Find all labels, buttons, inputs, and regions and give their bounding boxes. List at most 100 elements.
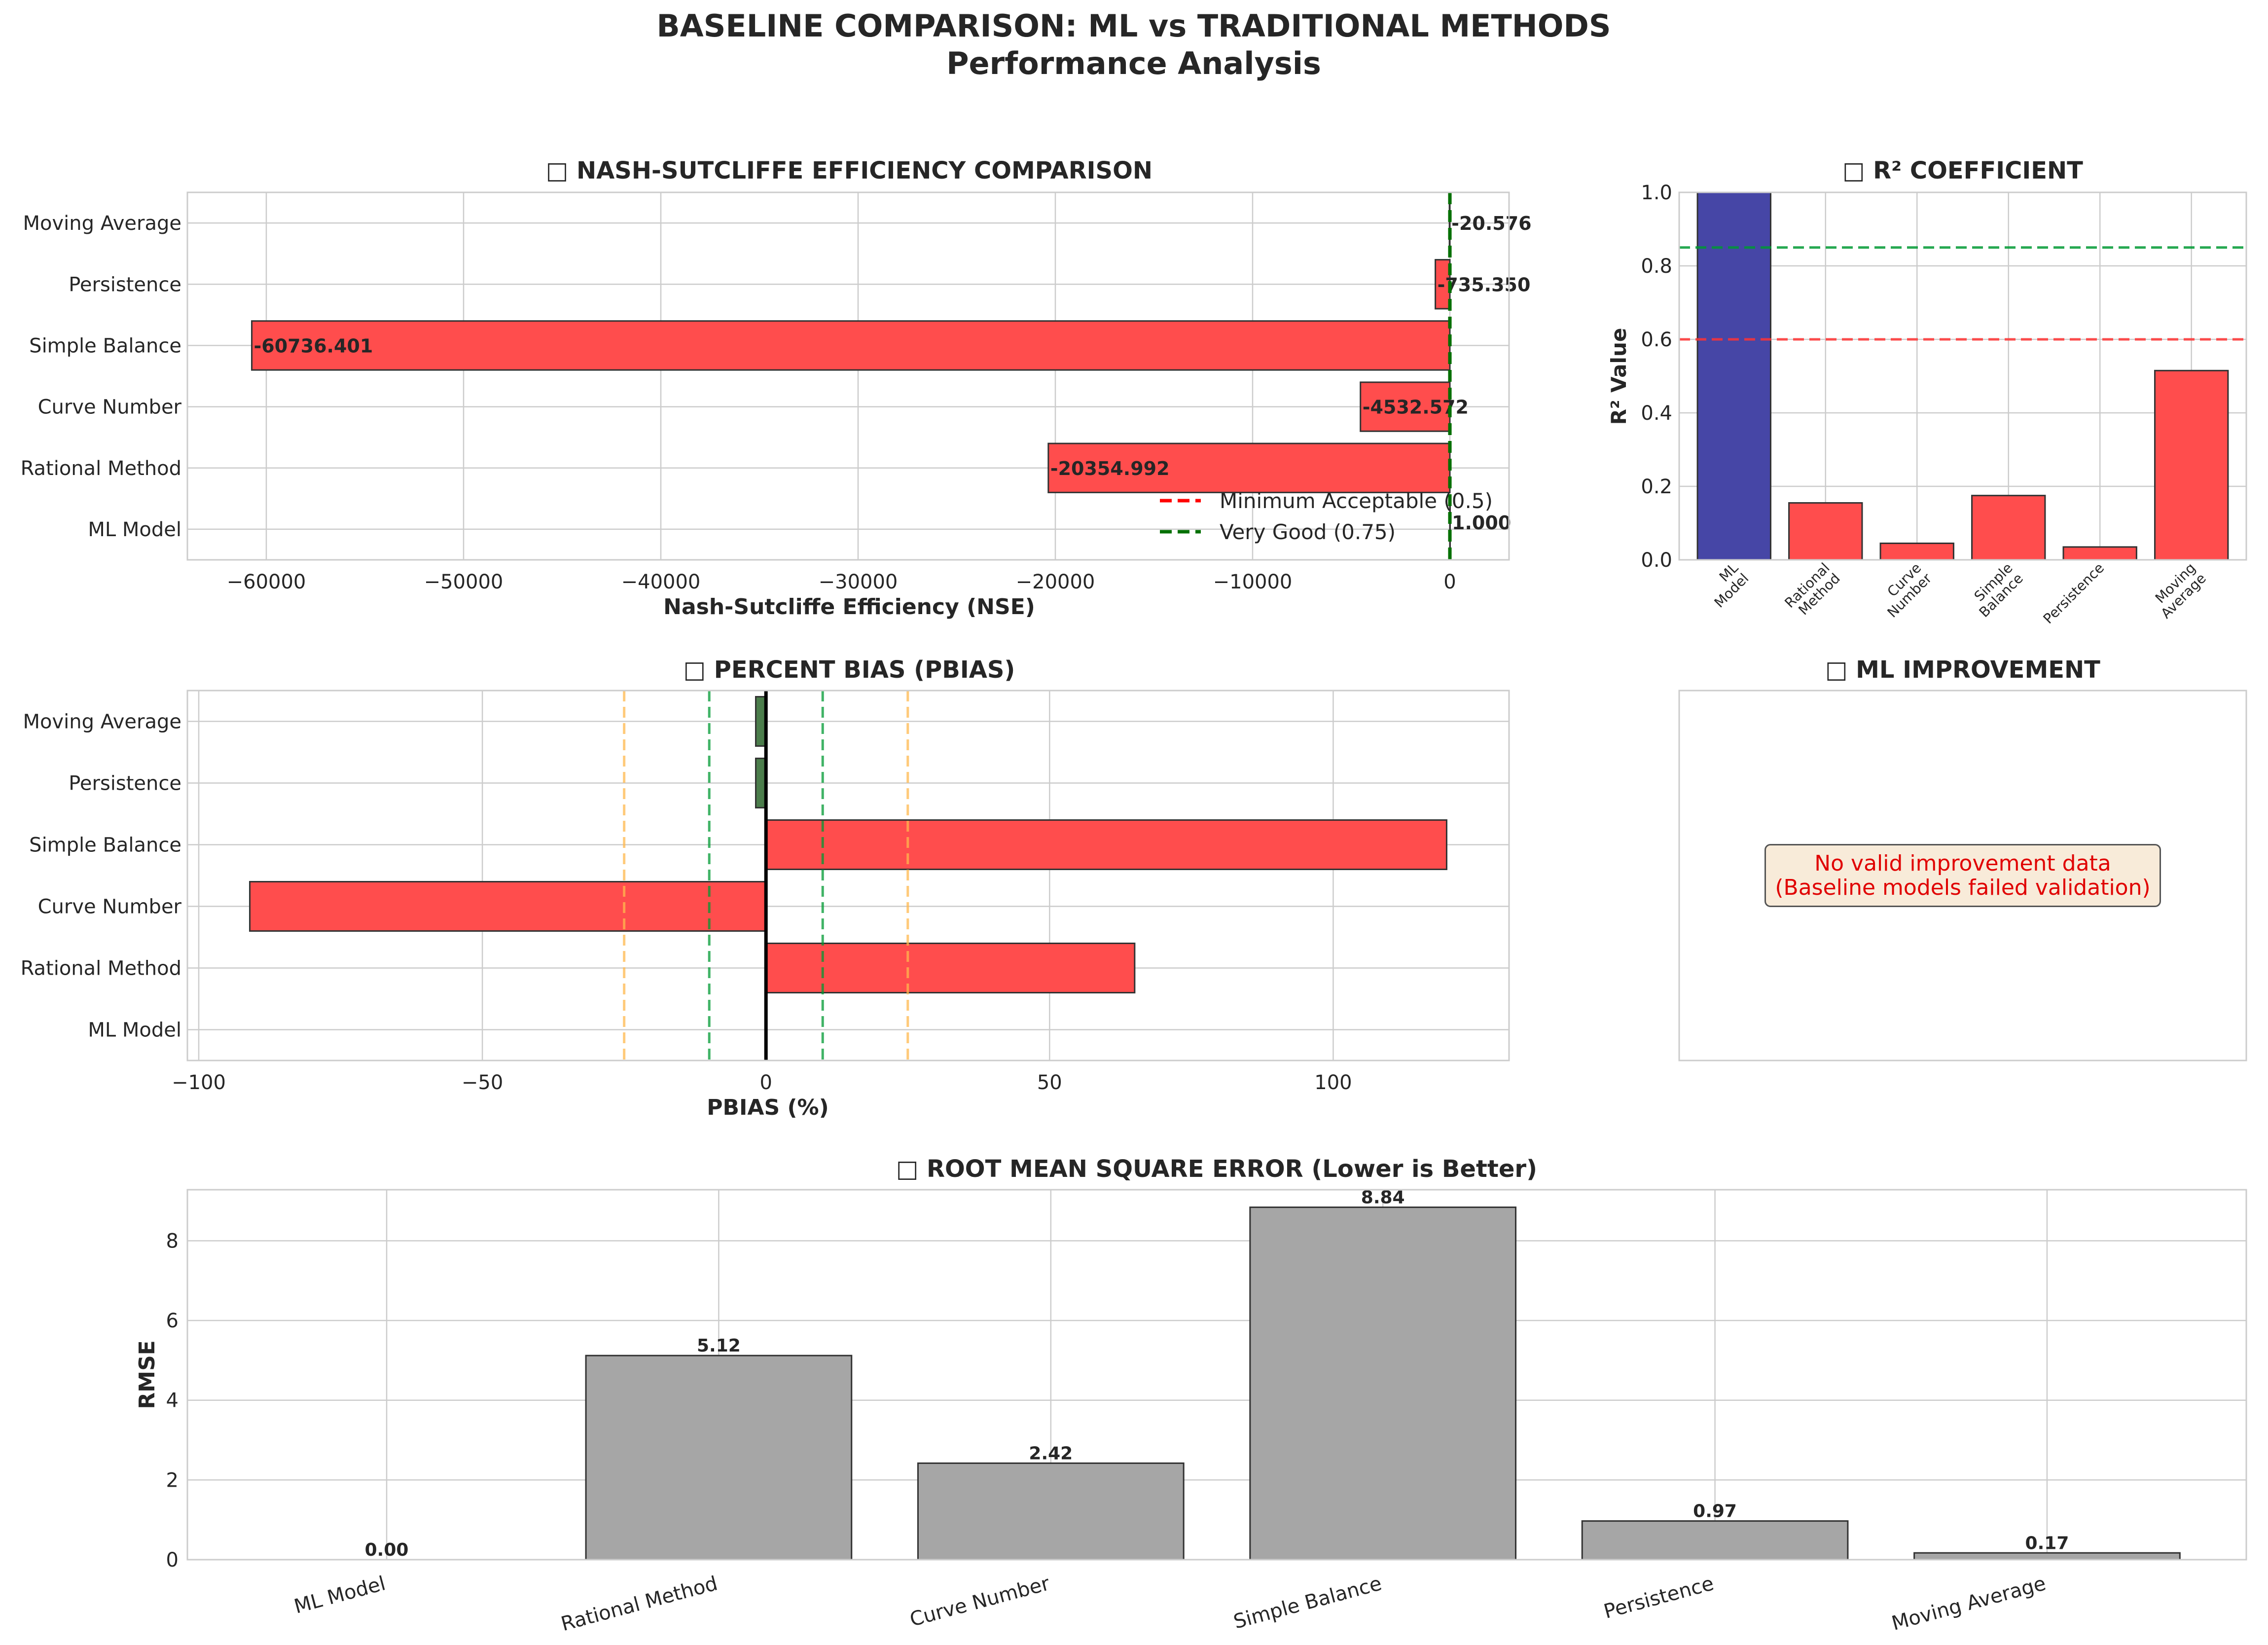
improvement-title: □ ML IMPROVEMENT xyxy=(1825,656,2100,684)
nse-title: □ NASH-SUTCLIFFE EFFICIENCY COMPARISON xyxy=(546,157,1152,184)
r2-ylabel: R² Value xyxy=(1607,328,1631,425)
pbias-title: □ PERCENT BIAS (PBIAS) xyxy=(684,656,1015,684)
pbias-plot-frame xyxy=(186,690,1510,1061)
pbias-ytick-label: ML Model xyxy=(88,1019,181,1042)
nse-xtick-label: −10000 xyxy=(1213,571,1293,593)
rmse-xtick-label: Moving Average xyxy=(1889,1572,2048,1635)
r2-xtick-label: SimpleBalance xyxy=(1965,560,2026,621)
nse-ytick-label: Simple Balance xyxy=(29,334,181,357)
rmse-data-label: 8.84 xyxy=(1361,1188,1405,1208)
rmse-xtick-label: Persistence xyxy=(1601,1572,1716,1623)
rmse-bar-curve-number xyxy=(917,1462,1185,1561)
nse-xtick-label: 0 xyxy=(1443,571,1456,593)
r2-xtick-label: RationalMethod xyxy=(1781,560,1843,622)
r2-title: □ R² COEFFICIENT xyxy=(1842,157,2083,184)
pbias-ytick-label: Curve Number xyxy=(38,896,182,918)
rmse-data-label: 5.12 xyxy=(697,1336,741,1356)
rmse-data-label: 2.42 xyxy=(1029,1443,1073,1463)
r2-bar-persistence xyxy=(2062,546,2137,561)
pbias-xtick-label: 50 xyxy=(1037,1071,1062,1094)
improvement-frame xyxy=(1678,690,2247,1061)
legend-label-min-acceptable: Minimum Acceptable (0.5) xyxy=(1220,489,1493,513)
nse-xlabel: Nash-Sutcliffe Efficiency (NSE) xyxy=(663,594,1035,620)
r2-xtick-label: MLModel xyxy=(1700,559,1752,611)
r2-ytick-label: 0.8 xyxy=(1641,255,1672,278)
figure-title: BASELINE COMPARISON: ML vs TRADITIONAL M… xyxy=(656,8,1611,44)
rmse-xtick-label: Simple Balance xyxy=(1231,1572,1384,1633)
pbias-xtick-label: 100 xyxy=(1314,1071,1352,1094)
rmse-ytick-label: 8 xyxy=(166,1230,179,1252)
rmse-xtick-label: ML Model xyxy=(292,1572,388,1618)
nse-chart: □ NASH-SUTCLIFFE EFFICIENCY COMPARISON 1… xyxy=(21,157,1532,620)
pbias-xtick-label: −50 xyxy=(462,1071,503,1094)
r2-bar-moving-average xyxy=(2154,369,2229,561)
r2-chart: □ R² COEFFICIENT 0.0 0.2 0.4 0.6 0.8 1.0 MLMod… xyxy=(1607,157,2247,627)
nse-bar-simple-balance xyxy=(251,320,1451,371)
rmse-data-label: 0.17 xyxy=(2025,1533,2069,1553)
nse-data-label: -735.350 xyxy=(1438,274,1531,295)
rmse-bar-persistence xyxy=(1581,1520,1849,1561)
r2-xtick-label: Persistence xyxy=(2040,560,2108,627)
nse-ytick-label: Rational Method xyxy=(21,457,181,480)
nse-xtick-label: −50000 xyxy=(424,571,504,593)
r2-ytick-label: 0.2 xyxy=(1641,475,1672,498)
r2-xtick-label: MovingAverage xyxy=(2147,560,2209,622)
legend-label-very-good: Very Good (0.75) xyxy=(1220,520,1396,544)
rmse-data-label: 0.00 xyxy=(365,1540,409,1560)
nse-legend: Minimum Acceptable (0.5) Very Good (0.75… xyxy=(1160,489,1493,544)
nse-plot-frame xyxy=(186,191,1510,561)
figure-subtitle: Performance Analysis xyxy=(946,45,1321,81)
pbias-chart: □ PERCENT BIAS (PBIAS) −100 −50 0 50 100 ML M… xyxy=(21,656,1510,1120)
r2-ytick-label: 0.6 xyxy=(1641,329,1672,351)
nse-data-label: -60736.401 xyxy=(254,335,373,357)
nse-ytick-label: Persistence xyxy=(69,273,181,296)
rmse-xtick-label: Curve Number xyxy=(907,1572,1052,1631)
rmse-xtick-label: Rational Method xyxy=(559,1572,720,1636)
nse-data-label: -20354.992 xyxy=(1050,458,1170,479)
rmse-data-label: 0.97 xyxy=(1693,1501,1737,1522)
r2-bar-simple-balance xyxy=(1971,495,2046,561)
pbias-ytick-label: Simple Balance xyxy=(29,834,181,857)
nse-ytick-label: ML Model xyxy=(88,518,181,541)
pbias-ytick-label: Rational Method xyxy=(21,957,181,980)
nse-xtick-label: −60000 xyxy=(227,571,306,593)
nse-data-label: 1.000 xyxy=(1452,512,1511,534)
pbias-bar-rational-method xyxy=(765,943,1136,993)
rmse-bar-rational-method xyxy=(585,1354,853,1561)
nse-xtick-label: −30000 xyxy=(819,571,898,593)
nse-data-label: -20.576 xyxy=(1451,213,1531,234)
r2-ytick-label: 0.0 xyxy=(1641,549,1672,572)
r2-bar-rational-method xyxy=(1788,502,1863,561)
r2-ytick-label: 1.0 xyxy=(1641,182,1672,204)
nse-ytick-label: Moving Average xyxy=(23,212,181,235)
rmse-ytick-label: 6 xyxy=(166,1310,179,1332)
rmse-title: □ ROOT MEAN SQUARE ERROR (Lower is Bette… xyxy=(896,1155,1537,1183)
nse-xtick-label: −40000 xyxy=(621,571,701,593)
r2-ytick-label: 0.4 xyxy=(1641,402,1672,425)
rmse-bar-moving-average xyxy=(1913,1552,2181,1561)
nse-bar-curve-number xyxy=(1360,381,1451,432)
pbias-bar-curve-number xyxy=(249,881,767,932)
r2-xtick-label: CurveNumber xyxy=(1873,559,1935,621)
r2-bar-curve-number xyxy=(1879,542,1954,561)
pbias-ytick-label: Persistence xyxy=(69,772,181,795)
improvement-message: No valid improvement data (Baseline mode… xyxy=(1764,843,2161,908)
rmse-ytick-label: 0 xyxy=(166,1549,179,1572)
pbias-ytick-label: Moving Average xyxy=(23,711,181,733)
rmse-plot-frame xyxy=(186,1189,2247,1561)
improvement-panel: □ ML IMPROVEMENT xyxy=(1678,656,2247,1061)
nse-data-label: -4532.572 xyxy=(1363,397,1469,418)
pbias-bar-simple-balance xyxy=(765,819,1447,870)
rmse-ytick-label: 2 xyxy=(166,1469,179,1492)
rmse-ytick-label: 4 xyxy=(166,1389,179,1412)
rmse-chart: □ ROOT MEAN SQUARE ERROR (Lower is Bette… xyxy=(135,1155,2247,1636)
pbias-xlabel: PBIAS (%) xyxy=(707,1095,829,1120)
rmse-bar-simple-balance xyxy=(1249,1206,1517,1561)
improvement-message-box: No valid improvement data (Baseline mode… xyxy=(1679,691,2246,1060)
nse-bar-moving-average xyxy=(1448,197,1451,249)
pbias-xtick-label: −100 xyxy=(172,1071,226,1094)
rmse-ylabel: RMSE xyxy=(135,1340,160,1409)
pbias-xtick-label: 0 xyxy=(759,1071,772,1094)
nse-bar-rational-method xyxy=(1047,442,1451,493)
